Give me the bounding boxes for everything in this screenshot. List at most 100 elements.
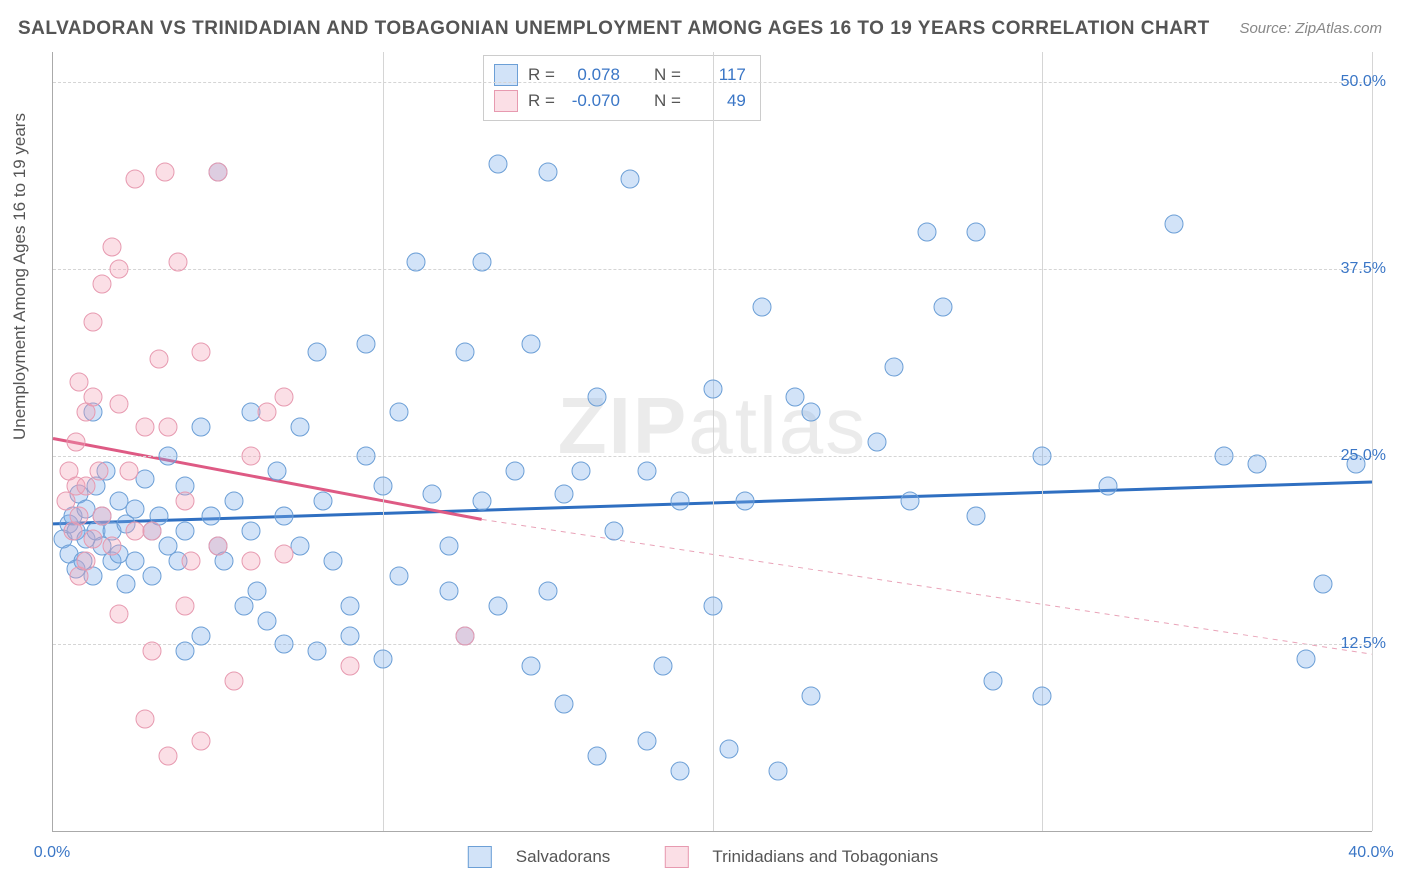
data-point [785, 387, 804, 406]
data-point [1313, 574, 1332, 593]
data-point [192, 342, 211, 361]
data-point [390, 567, 409, 586]
data-point [357, 447, 376, 466]
data-point [390, 402, 409, 421]
data-point [208, 162, 227, 181]
data-point [456, 627, 475, 646]
n-label: N = [654, 62, 681, 88]
data-point [1033, 447, 1052, 466]
data-point [802, 687, 821, 706]
data-point [538, 582, 557, 601]
data-point [202, 507, 221, 526]
data-point [159, 447, 178, 466]
data-point [571, 462, 590, 481]
data-point [868, 432, 887, 451]
data-point [555, 694, 574, 713]
data-point [149, 350, 168, 369]
source-attribution: Source: ZipAtlas.com [1239, 20, 1382, 37]
data-point [884, 357, 903, 376]
data-point [109, 604, 128, 623]
data-point [1165, 215, 1184, 234]
data-point [192, 732, 211, 751]
data-point [175, 597, 194, 616]
data-point [802, 402, 821, 421]
r-value-salvadorans: 0.078 [565, 62, 620, 88]
y-axis-label: Unemployment Among Ages 16 to 19 years [10, 113, 30, 440]
data-point [126, 552, 145, 571]
data-point [258, 402, 277, 421]
data-point [340, 627, 359, 646]
data-point [340, 657, 359, 676]
xtick-label: 0.0% [34, 844, 70, 862]
data-point [136, 417, 155, 436]
data-point [291, 537, 310, 556]
data-point [192, 417, 211, 436]
ytick-label: 50.0% [1341, 73, 1386, 91]
data-point [357, 335, 376, 354]
r-value-trinidadians: -0.070 [565, 88, 620, 114]
data-point [456, 342, 475, 361]
data-point [307, 642, 326, 661]
data-point [522, 335, 541, 354]
data-point [314, 492, 333, 511]
plot-area: ZIPatlas R = 0.078 N = 117 R = -0.070 N … [52, 52, 1372, 832]
n-value-salvadorans: 117 [691, 62, 746, 88]
data-point [670, 762, 689, 781]
data-point [489, 597, 508, 616]
data-point [373, 477, 392, 496]
data-point [1099, 477, 1118, 496]
data-point [489, 155, 508, 174]
data-point [439, 582, 458, 601]
gridline-v [1372, 52, 1373, 831]
legend-label-salvadorans: Salvadorans [516, 847, 611, 867]
data-point [274, 634, 293, 653]
data-point [423, 484, 442, 503]
data-point [241, 447, 260, 466]
data-point [274, 544, 293, 563]
data-point [76, 477, 95, 496]
data-point [258, 612, 277, 631]
data-point [406, 252, 425, 271]
data-point [182, 552, 201, 571]
gridline-v [383, 52, 384, 831]
data-point [736, 492, 755, 511]
data-point [307, 342, 326, 361]
data-point [934, 297, 953, 316]
legend: Salvadorans Trinidadians and Tobagonians [468, 846, 938, 868]
ytick-label: 37.5% [1341, 260, 1386, 278]
legend-swatch-salvadorans [468, 846, 492, 868]
data-point [291, 417, 310, 436]
data-point [588, 747, 607, 766]
data-point [621, 170, 640, 189]
data-point [324, 552, 343, 571]
data-point [142, 567, 161, 586]
data-point [719, 739, 738, 758]
data-point [340, 597, 359, 616]
data-point [142, 642, 161, 661]
data-point [109, 395, 128, 414]
data-point [208, 537, 227, 556]
data-point [983, 672, 1002, 691]
n-value-trinidadians: 49 [691, 88, 746, 114]
data-point [159, 747, 178, 766]
data-point [373, 649, 392, 668]
data-point [967, 507, 986, 526]
data-point [225, 492, 244, 511]
data-point [126, 499, 145, 518]
chart-title: SALVADORAN VS TRINIDADIAN AND TOBAGONIAN… [18, 18, 1210, 40]
data-point [175, 642, 194, 661]
xtick-label: 40.0% [1348, 844, 1393, 862]
legend-swatch-trinidadians [664, 846, 688, 868]
data-point [1214, 447, 1233, 466]
data-point [472, 492, 491, 511]
correlation-stats-box: R = 0.078 N = 117 R = -0.070 N = 49 [483, 55, 761, 121]
data-point [175, 492, 194, 511]
swatch-trinidadians [494, 90, 518, 112]
data-point [917, 222, 936, 241]
data-point [268, 462, 287, 481]
data-point [769, 762, 788, 781]
data-point [248, 582, 267, 601]
data-point [169, 252, 188, 271]
data-point [159, 417, 178, 436]
data-point [604, 522, 623, 541]
